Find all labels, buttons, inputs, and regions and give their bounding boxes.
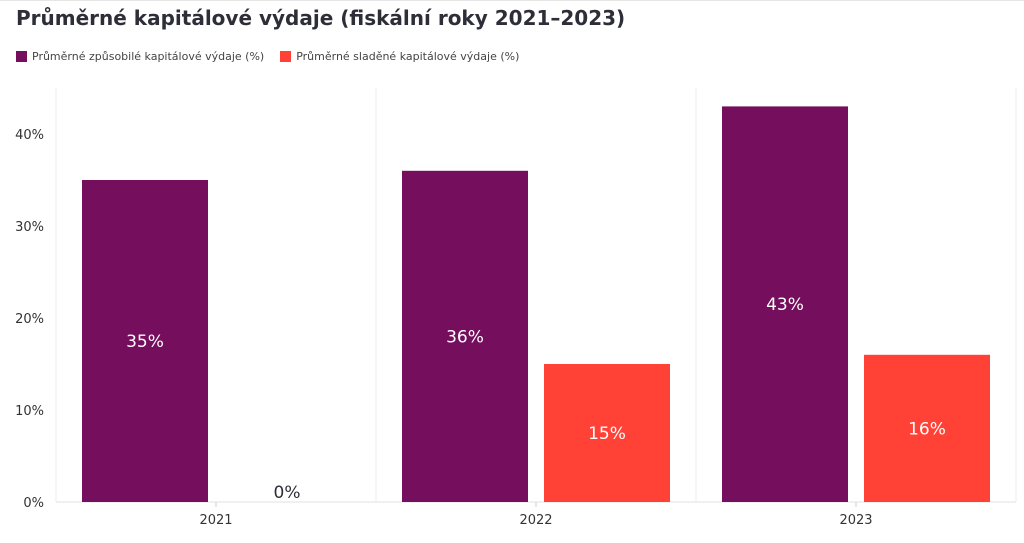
legend-swatch-eligible [16,51,27,62]
bar [544,364,670,502]
bar [82,180,208,502]
legend-label-aligned: Průměrné sladěné kapitálové výdaje (%) [296,50,520,63]
bar [722,106,848,503]
legend-swatch-aligned [280,51,292,62]
bar-value-label: 35% [126,332,164,352]
x-tick-label: 2023 [839,513,872,528]
legend-label-eligible: Průměrné způsobilé kapitálové výdaje (%) [32,50,265,63]
y-tick-label: 10% [15,404,44,419]
legend-item-eligible[interactable]: Průměrné způsobilé kapitálové výdaje (%) [16,50,264,63]
legend: Průměrné způsobilé kapitálové výdaje (%)… [16,50,535,63]
bar-value-label: 36% [446,327,484,347]
bar-value-label: 15% [588,424,626,444]
bar [864,354,990,502]
legend-item-aligned[interactable]: Průměrné sladěné kapitálové výdaje (%) [280,50,519,63]
chart-title: Průměrné kapitálové výdaje (fiskální rok… [16,6,626,30]
bar-value-label: 16% [908,419,946,439]
top-divider [0,0,1024,1]
bar-value-label: 43% [766,295,804,315]
y-tick-label: 20% [15,312,44,327]
y-tick-label: 0% [23,496,44,511]
y-tick-label: 40% [15,128,44,143]
y-tick-label: 30% [15,220,44,235]
x-tick-label: 2021 [199,513,232,528]
bar-value-label: 0% [274,483,301,503]
x-tick-label: 2022 [519,513,552,528]
bar [402,170,528,503]
